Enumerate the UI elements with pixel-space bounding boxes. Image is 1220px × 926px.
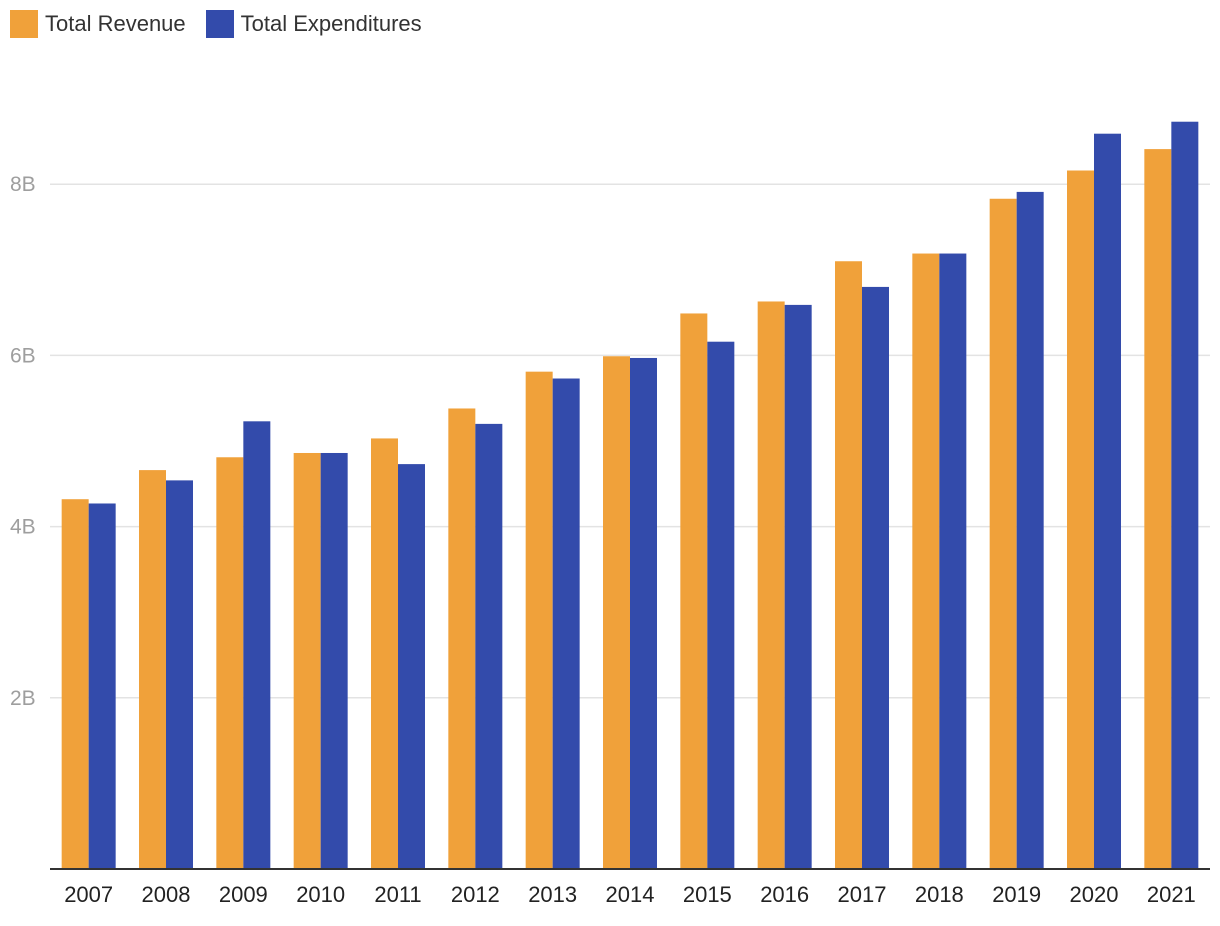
legend-item-expenditures[interactable]: Total Expenditures xyxy=(205,10,422,38)
y-tick-label-4B: 4B xyxy=(10,516,36,539)
x-tick-label-2007: 2007 xyxy=(64,882,113,907)
bar-revenue-2013: Total Revenue 2013: 5.81B xyxy=(525,371,553,869)
x-tick-label-2010: 2010 xyxy=(296,882,345,907)
legend-label-revenue: Total Revenue xyxy=(45,11,186,36)
bar-revenue-2007: Total Revenue 2007: 4.32B xyxy=(61,499,89,869)
x-tick-label-2020: 2020 xyxy=(1070,882,1119,907)
bar-expenditures-2016: Total Expenditures 2016: 6.59B xyxy=(784,304,812,869)
x-tick-label-2009: 2009 xyxy=(219,882,268,907)
bar-revenue-2021: Total Revenue 2021: 8.41B xyxy=(1144,149,1172,869)
x-tick-label-2017: 2017 xyxy=(838,882,887,907)
bar-expenditures-2018: Total Expenditures 2018: 7.19B xyxy=(939,253,967,869)
x-tick-label-2014: 2014 xyxy=(606,882,655,907)
bar-expenditures-2010: Total Expenditures 2010: 4.86B xyxy=(320,452,348,869)
bar-expenditures-2011: Total Expenditures 2011: 4.73B xyxy=(398,464,425,869)
y-tick-label-6B: 6B xyxy=(10,344,36,367)
x-tick-label-2016: 2016 xyxy=(760,882,809,907)
bar-expenditures-2021: Total Expenditures 2021: 8.73B xyxy=(1171,121,1199,870)
bar-expenditures-2014: Total Expenditures 2014: 5.97B xyxy=(630,357,657,869)
bar-revenue-2016: Total Revenue 2016: 6.63B xyxy=(757,301,785,869)
bar-expenditures-2008: Total Expenditures 2008: 4.54B xyxy=(166,480,193,869)
bar-expenditures-2019: Total Expenditures 2019: 7.91B xyxy=(1016,191,1044,870)
bar-expenditures-2012: Total Expenditures 2012: 5.2B xyxy=(475,423,503,869)
x-tick-label-2011: 2011 xyxy=(374,882,421,907)
bar-revenue-2017: Total Revenue 2017: 7.1B xyxy=(835,261,862,869)
bar-revenue-2010: Total Revenue 2010: 4.86B xyxy=(293,452,321,869)
bar-revenue-2009: Total Revenue 2009: 4.81B xyxy=(216,457,244,869)
bar-revenue-2020: Total Revenue 2020: 8.16B xyxy=(1067,170,1094,869)
bar-expenditures-2007: Total Expenditures 2007: 4.27B xyxy=(88,503,116,869)
legend-item-revenue[interactable]: Total Revenue xyxy=(10,10,186,38)
legend-swatch-revenue xyxy=(10,10,38,38)
y-tick-label-8B: 8B xyxy=(10,173,36,196)
bar-expenditures-2013: Total Expenditures 2013: 5.73B xyxy=(552,378,580,869)
legend-label-expenditures: Total Expenditures xyxy=(240,11,422,36)
x-tick-label-2021: 2021 xyxy=(1147,882,1196,907)
bar-revenue-2014: Total Revenue 2014: 5.99B xyxy=(603,356,630,870)
bar-revenue-2019: Total Revenue 2019: 7.83B xyxy=(989,198,1017,869)
bar-expenditures-2015: Total Expenditures 2015: 6.16B xyxy=(707,341,735,870)
y-tick-label-2B: 2B xyxy=(10,687,36,710)
bar-expenditures-2017: Total Expenditures 2017: 6.8B xyxy=(862,286,889,869)
bar-expenditures-2009: Total Expenditures 2009: 5.23B xyxy=(243,421,271,869)
x-tick-label-2018: 2018 xyxy=(915,882,964,907)
x-tick-label-2013: 2013 xyxy=(528,882,577,907)
bar-revenue-2015: Total Revenue 2015: 6.49B xyxy=(680,313,708,869)
x-tick-label-2012: 2012 xyxy=(451,882,500,907)
bar-revenue-2018: Total Revenue 2018: 7.19B xyxy=(912,253,940,869)
legend-swatch-expenditures xyxy=(205,10,234,38)
x-tick-label-2019: 2019 xyxy=(992,882,1041,907)
bar-revenue-2008: Total Revenue 2008: 4.66B xyxy=(139,470,166,869)
bar-expenditures-2020: Total Expenditures 2020: 8.59B xyxy=(1094,133,1121,870)
x-tick-label-2015: 2015 xyxy=(683,882,732,907)
x-tick-label-2008: 2008 xyxy=(142,882,191,907)
bar-revenue-2012: Total Revenue 2012: 5.38B xyxy=(448,408,476,869)
legend: Total Revenue Total Expenditures xyxy=(10,10,422,38)
bar-revenue-2011: Total Revenue 2011: 5.03B xyxy=(371,438,398,869)
